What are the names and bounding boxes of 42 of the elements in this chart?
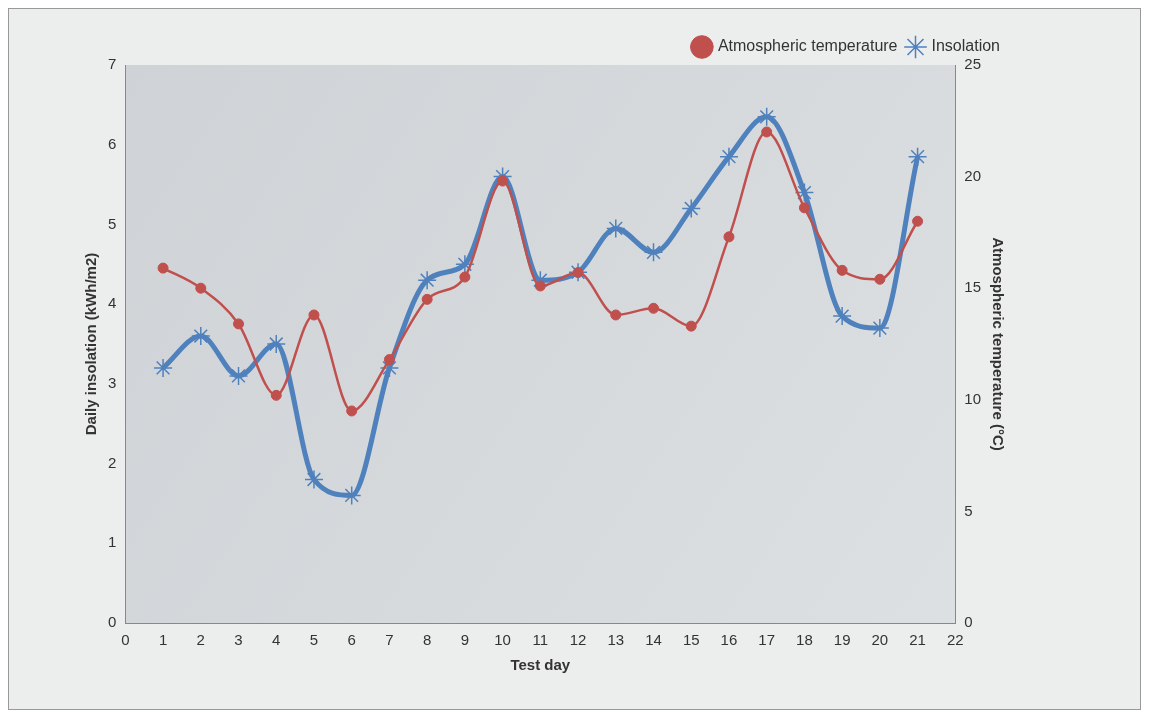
y-tick-label: 3 — [108, 374, 117, 391]
x-tick-label: 7 — [385, 631, 394, 649]
y-axis-title: Daily insolation (kWh/m2) — [82, 252, 100, 436]
y2-tick-label: 25 — [964, 55, 981, 73]
legend-label: Atmospheric temperature — [717, 37, 898, 55]
y-tick-label: 2 — [108, 453, 117, 471]
x-axis-title: Test day — [510, 656, 571, 674]
x-tick-label: 5 — [309, 631, 319, 649]
x-tick-label: 9 — [460, 631, 470, 649]
x-tick-label: 10 — [494, 631, 511, 649]
y-tick-label: 0 — [108, 613, 117, 631]
x-tick-label: 1 — [158, 631, 168, 649]
x-tick-label: 16 — [720, 631, 738, 649]
y-tick-label: 4 — [108, 294, 117, 312]
y2-tick-label: 5 — [964, 501, 973, 519]
x-tick-label: 8 — [422, 631, 432, 649]
x-tick-label: 22 — [946, 631, 964, 649]
y2-axis-title: Atmospheric temperature (°C) — [989, 237, 1007, 451]
x-tick-label: 0 — [121, 631, 130, 649]
x-tick-label: 11 — [532, 631, 549, 649]
y-tick-label: 7 — [108, 55, 117, 73]
x-tick-label: 15 — [682, 631, 700, 649]
x-tick-label: 19 — [833, 631, 851, 649]
y2-tick-label: 0 — [964, 613, 973, 631]
y-tick-label: 6 — [108, 134, 117, 152]
x-tick-label: 14 — [645, 631, 662, 649]
y-tick-label: 5 — [108, 214, 117, 232]
x-tick-label: 4 — [272, 631, 281, 649]
y2-tick-label: 10 — [964, 389, 981, 407]
y2-tick-label: 15 — [964, 278, 981, 296]
x-tick-label: 20 — [871, 631, 889, 649]
y-tick-label: 1 — [108, 533, 117, 551]
x-tick-label: 6 — [347, 631, 356, 649]
x-tick-label: 3 — [234, 631, 243, 649]
x-tick-label: 17 — [758, 631, 776, 649]
x-tick-label: 18 — [796, 631, 813, 649]
x-tick-label: 13 — [607, 631, 625, 649]
y2-tick-label: 20 — [964, 166, 981, 184]
x-tick-label: 21 — [909, 631, 926, 649]
legend-label: Insolation — [931, 37, 1001, 55]
x-tick-label: 2 — [196, 631, 205, 649]
x-tick-label: 12 — [569, 631, 587, 649]
